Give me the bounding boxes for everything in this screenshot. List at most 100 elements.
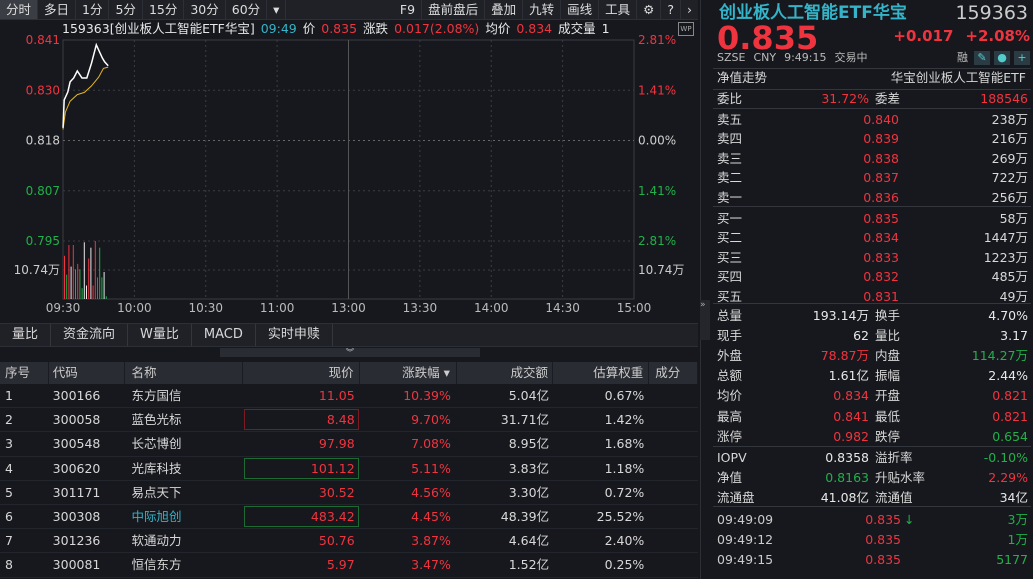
row-turnover: 4.64亿 (508, 533, 550, 549)
ask-row[interactable]: 卖四 0.839 216万 (701, 129, 1033, 148)
level-price: 0.832 (863, 269, 899, 285)
table-row[interactable]: 6 300308 中际旭创 483.42 4.45% 48.39亿 25.52% (0, 505, 698, 530)
stats-row: 涨停 0.982 跌停 0.654 (701, 427, 1033, 447)
premarket-button[interactable]: 盘前盘后 (422, 0, 486, 19)
ask-row[interactable]: 卖五 0.840 238万 (701, 110, 1033, 129)
overlay-button[interactable]: 叠加 (485, 0, 524, 19)
period-tab-60m[interactable]: 60分 (226, 0, 268, 19)
gear-icon[interactable]: ⚙ (637, 0, 662, 19)
row-price: 30.52 (318, 484, 355, 500)
ask-row[interactable]: 卖三 0.838 269万 (701, 149, 1033, 168)
period-tab-multiday[interactable]: 多日 (38, 0, 77, 19)
ask-row[interactable]: 卖一 0.836 256万 (701, 188, 1033, 207)
tick-price: 0.835 (865, 552, 901, 567)
draw-line-button[interactable]: 画线 (561, 0, 600, 19)
row-extra (649, 553, 698, 576)
value: 78.87万 (820, 348, 869, 364)
row-change-pct: 3.47% (411, 557, 451, 573)
volume-bar (70, 266, 72, 299)
bell-icon[interactable]: ● (994, 51, 1010, 65)
row-change-pct: 4.56% (411, 484, 451, 500)
period-tab-1m[interactable]: 1分 (76, 0, 110, 19)
expand-handle-icon[interactable]: » (700, 300, 710, 340)
row-name: 蓝色光标 (131, 412, 182, 428)
level-volume: 722万 (991, 170, 1028, 186)
col-code[interactable]: 代码 (49, 362, 126, 384)
x-tick-label: 11:00 (260, 301, 295, 315)
price-value: 0.835 (321, 21, 358, 36)
col-price[interactable]: 现价 (243, 362, 360, 384)
label: 总量 (717, 308, 743, 323)
tab-macd[interactable]: MACD (192, 324, 256, 346)
tab-realtime-subscribe[interactable]: 实时申赎 (256, 324, 333, 346)
x-tick-label: 13:00 (331, 301, 366, 315)
value: 0.8163 (825, 470, 869, 485)
jiuzhuan-button[interactable]: 九转 (523, 0, 562, 19)
row-extra (649, 505, 698, 528)
constituents-table: 序号 代码 名称 现价 涨跌幅 ▾ 成交额 估算权重 成分 1 300166 东方国… (0, 362, 698, 578)
wp-icon[interactable]: WP (678, 22, 694, 36)
label: 涨停 (717, 428, 743, 444)
price-label: 价 (302, 21, 316, 36)
nav-trend-link[interactable]: 净值走势 (717, 70, 768, 85)
chevron-right-icon[interactable]: › (687, 2, 692, 17)
tab-w-liangbi[interactable]: W量比 (128, 324, 192, 346)
stats-row: 总量 193.14万 换手 4.70% (701, 306, 1033, 326)
more-periods-dropdown[interactable]: ▾ (267, 0, 287, 19)
pct-tick-label: 2.81% (638, 33, 676, 47)
label: 流通值 (875, 490, 913, 505)
f9-button[interactable]: F9 (394, 0, 423, 19)
row-change-pct: 4.45% (411, 508, 451, 524)
tools-button[interactable]: 工具 (599, 0, 638, 19)
change-percent: +2.08% (965, 27, 1030, 45)
volume-bar (103, 271, 105, 299)
bid-row[interactable]: 买三 0.833 1223万 (701, 248, 1033, 267)
table-row[interactable]: 4 300620 光库科技 101.12 5.11% 3.83亿 1.18% (0, 457, 698, 481)
period-tab-15m[interactable]: 15分 (143, 0, 185, 19)
col-turnover[interactable]: 成交额 (457, 362, 554, 384)
table-row[interactable]: 2 300058 蓝色光标 8.48 9.70% 31.71亿 1.42% (0, 408, 698, 433)
row-name: 易点天下 (131, 484, 182, 500)
ask-row[interactable]: 卖二 0.837 722万 (701, 168, 1033, 187)
row-price: 97.98 (318, 436, 355, 452)
bid-row[interactable]: 买四 0.832 485万 (701, 267, 1033, 286)
security-name: 159363[创业板人工智能ETF华宝] (62, 21, 255, 36)
stats-row: 均价 0.834 开盘 0.821 (701, 386, 1033, 406)
row-weight: 0.67% (604, 388, 645, 403)
col-change-pct[interactable]: 涨跌幅 ▾ (360, 362, 457, 384)
level-price: 0.836 (863, 189, 899, 205)
table-row[interactable]: 8 300081 恒信东方 5.97 3.47% 1.52亿 0.25% (0, 553, 698, 578)
quote-price-row: 0.835 +0.017 +2.08% (701, 22, 1033, 54)
col-weight[interactable]: 估算权重 (553, 362, 650, 384)
period-tab-30m[interactable]: 30分 (184, 0, 226, 19)
edit-icon[interactable]: ✎ (974, 51, 990, 65)
level-label: 卖一 (717, 189, 743, 205)
level-volume: 238万 (991, 112, 1028, 127)
bid-row[interactable]: 买二 0.834 1447万 (701, 228, 1033, 247)
row-weight: 1.42% (604, 412, 645, 428)
level-price: 0.840 (863, 112, 899, 127)
tab-liangbi[interactable]: 量比 (0, 324, 52, 346)
col-index[interactable]: 序号 (0, 362, 49, 384)
intraday-chart[interactable]: 0.841 2.81% 0.830 1.41% 0.818 0.00% 0.807 1.41%… (0, 30, 698, 320)
period-tab-fenshi[interactable]: 分时 (0, 0, 39, 19)
bid-row[interactable]: 买五 0.831 49万 (701, 287, 1033, 306)
table-row[interactable]: 3 300548 长芯博创 97.98 7.08% 8.95亿 1.68% (0, 432, 698, 457)
level-volume: 485万 (991, 269, 1028, 285)
table-row[interactable]: 7 301236 软通动力 50.76 3.87% 4.64亿 2.40% (0, 529, 698, 554)
table-row[interactable]: 1 300166 东方国信 11.05 10.39% 5.04亿 0.67% (0, 384, 698, 409)
period-tab-5m[interactable]: 5分 (109, 0, 143, 19)
table-row[interactable]: 5 301171 易点天下 30.52 4.56% 3.30亿 0.72% (0, 481, 698, 505)
bid-row[interactable]: 买一 0.835 58万 (701, 209, 1033, 228)
col-constituent[interactable]: 成分 (649, 362, 698, 384)
stats-row: 外盘 78.87万 内盘 114.27万 (701, 346, 1033, 366)
help-icon[interactable]: ? (661, 0, 681, 19)
change-value: 0.017(2.08%) (394, 21, 480, 36)
add-icon[interactable]: + (1014, 51, 1030, 65)
row-index: 6 (5, 508, 13, 524)
divider (713, 303, 1031, 304)
col-name[interactable]: 名称 (125, 362, 244, 384)
chart-info-line: 159363[创业板人工智能ETF华宝] 09:49 价 0.835 涨跌 0.017(2… (62, 20, 616, 38)
tab-fund-flow[interactable]: 资金流向 (51, 324, 129, 346)
collapse-toggle-icon[interactable]: ︾ (220, 348, 480, 357)
